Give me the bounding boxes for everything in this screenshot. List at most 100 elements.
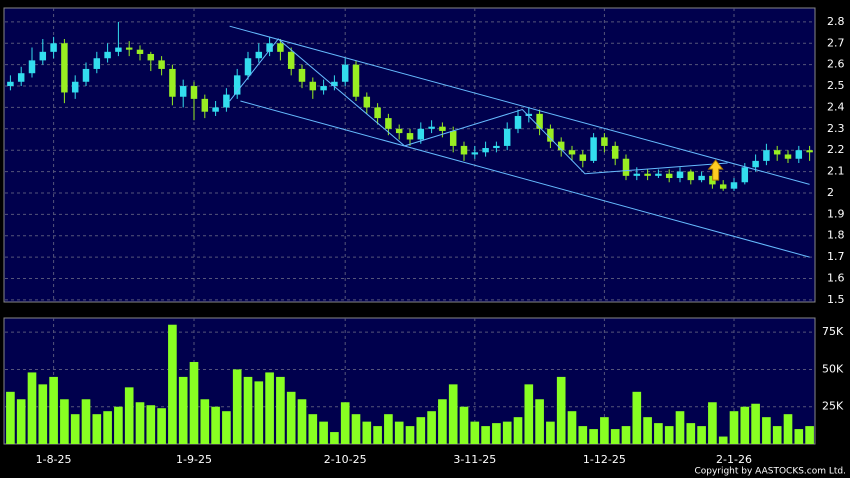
x-tick-label: 2-10-25 [324,453,367,466]
candle-body [493,145,500,149]
candle-body [439,126,446,131]
candle-body [147,53,155,61]
candle-body [449,130,457,146]
candle-body [406,133,414,140]
candle-body [125,47,133,50]
y2-tick-label: 75K [822,325,844,338]
volume-bar [189,361,199,444]
candle-body [795,150,803,159]
volume-bar [6,391,15,444]
candle-body [385,118,392,129]
volume-bar [524,384,534,444]
volume-bar [589,429,598,444]
volume-bar [124,387,134,444]
candle-body [28,60,36,74]
candle-body [201,98,209,112]
y-tick-label: 2.5 [827,79,845,92]
candle-body [169,68,176,97]
volume-bar [394,421,404,444]
copyright: Copyright by AASTOCKS.com Ltd. [694,467,846,477]
candle-body [741,167,749,183]
candle-body [525,113,533,116]
volume-bar [340,402,350,444]
volume-bar [697,426,706,444]
volume-bar [502,421,512,444]
candle-body [287,51,295,69]
volume-bar [664,426,674,444]
volume-bar [222,411,231,444]
volume-bar [632,391,642,444]
volume-bar [610,429,620,444]
y-tick-label: 2.8 [827,15,845,28]
volume-bar [546,421,555,444]
candle-body [93,58,101,69]
candle-body [104,51,111,59]
volume-bar [16,399,26,444]
candle-body [331,81,338,87]
volume-bar [70,414,80,444]
candle-body [730,182,738,189]
candle-body [622,158,630,176]
candle-body [190,86,198,99]
y-tick-label: 1.7 [827,250,845,263]
volume-bar [567,411,577,444]
volume-bar [427,411,436,444]
candle-body [547,128,554,142]
price-panel [3,7,816,303]
volume-bar [438,399,447,444]
volume-bar [600,417,609,444]
candle-body [352,64,360,97]
volume-bar [535,399,544,444]
candle-body [676,171,684,178]
candle-body [601,137,608,146]
volume-bar [643,417,652,444]
candle-body [71,81,79,93]
candle-body [158,60,165,69]
candle-body [309,81,317,91]
volume-bar [772,426,782,444]
volume-bar [308,414,318,444]
candle-body [136,49,144,54]
volume-bar [556,376,566,444]
candle-body [784,154,792,159]
volume-bar [330,432,339,444]
volume-bar [211,406,220,444]
candle-body [298,68,306,82]
volume-bar [157,408,166,444]
volume-bar [729,411,739,444]
volume-bar [405,426,415,444]
volume-bar [254,381,264,444]
candle-body [665,173,673,178]
volume-bar [783,414,793,444]
y-tick-label: 1.8 [827,229,845,242]
x-tick-label: 2-1-26 [716,453,752,466]
volume-bar [675,411,685,444]
candle-body [719,184,727,189]
volume-bar [319,421,328,444]
y-tick-label: 1.9 [827,207,845,220]
candle-body [752,160,759,168]
candle-body [233,75,241,95]
volume-bar [686,423,696,444]
volume-bar [481,426,490,444]
volume-bar [805,426,814,444]
x-tick-label: 1-9-25 [176,453,212,466]
candle-body [61,43,68,93]
y-tick-label: 2.7 [827,36,845,49]
volume-bar [492,423,501,444]
y2-tick-label: 25K [822,400,844,413]
volume-bar [81,399,91,444]
y-tick-label: 2.2 [827,143,845,156]
candle-body [277,43,284,52]
volume-bar [286,391,296,444]
candle-body [536,113,543,129]
volume-bar [135,402,145,444]
candle-body [395,128,403,134]
volume-bar [718,436,728,444]
volume-bar [178,376,188,444]
candle-body [687,171,695,181]
y-tick-label: 2.1 [827,165,845,178]
volume-bar [740,406,750,444]
candle-body [17,73,25,82]
